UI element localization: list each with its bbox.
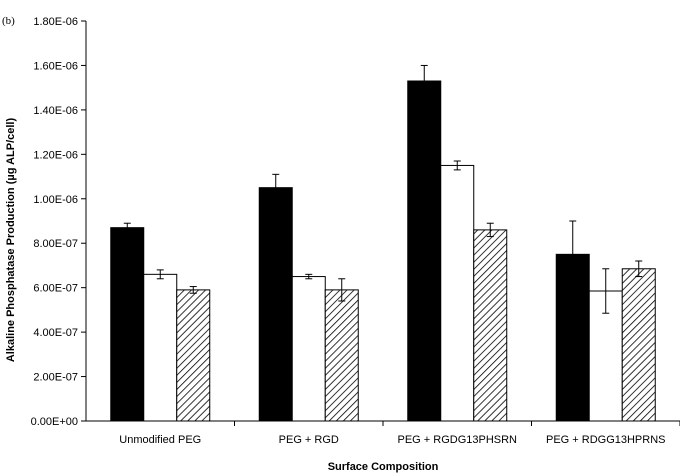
bar (258, 187, 293, 422)
bar (324, 289, 359, 422)
bar (555, 253, 590, 422)
y-tick-label: 8.00E-07 (33, 238, 78, 250)
y-tick-label: 0.00E+00 (31, 416, 78, 428)
x-axis-title: Surface Composition (328, 461, 439, 473)
y-tick-label: 1.20E-06 (33, 149, 78, 161)
panel-label: (b) (2, 15, 15, 27)
y-tick-label: 4.00E-07 (33, 327, 78, 339)
x-category-label: Unmodified PEG (119, 434, 201, 446)
y-tick-label: 1.00E-06 (33, 194, 78, 206)
x-category-label: PEG + RGD (279, 434, 339, 446)
x-category-label: PEG + RDGG13HPRNS (546, 434, 666, 446)
x-axis: Unmodified PEG PEG + RGD PEG + RGDG13PHSRN… (86, 420, 680, 446)
y-axis: 0.00E+00 2.00E-07 4.00E-07 6.00E-07 8.00E-07… (31, 16, 87, 428)
bar (440, 164, 475, 422)
bar (291, 276, 326, 422)
bar (143, 273, 178, 422)
bar (473, 229, 508, 422)
y-tick-label: 2.00E-07 (33, 372, 78, 384)
bar (407, 80, 442, 422)
y-axis-title: Alkaline Phosphatase Production (µg ALP/… (5, 118, 17, 363)
x-category-label: PEG + RGDG13PHSRN (397, 434, 517, 446)
y-tick-label: 1.80E-06 (33, 16, 78, 28)
bar (176, 289, 211, 422)
y-tick-label: 1.40E-06 (33, 105, 78, 117)
y-tick-label: 6.00E-07 (33, 283, 78, 295)
y-tick-label: 1.60E-06 (33, 60, 78, 72)
bar (621, 268, 656, 422)
bar-groups (110, 64, 656, 422)
bar (110, 227, 145, 422)
